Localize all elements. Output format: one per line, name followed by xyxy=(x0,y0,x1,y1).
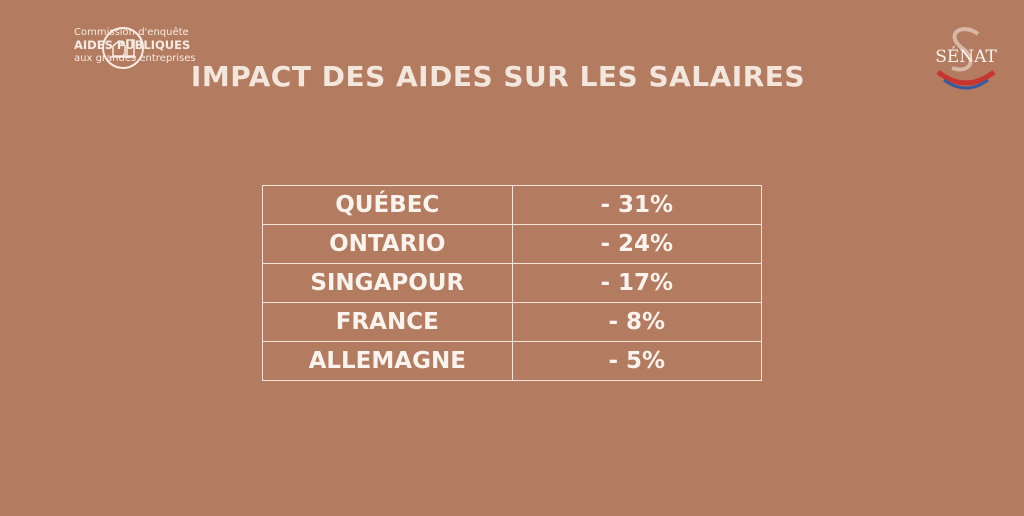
salary-table: QUÉBEC - 31% ONTARIO - 24% SINGAPOUR - 17% FRA… xyxy=(262,185,762,381)
impact-cell: - 31% xyxy=(511,185,762,225)
logo-line: Commission d'enquête xyxy=(74,27,189,38)
commission-logo-icon xyxy=(102,27,144,69)
table-row: SINGAPOUR - 17% xyxy=(262,263,762,303)
logo-line: AIDES PUBLIQUES xyxy=(74,38,191,52)
table-row: FRANCE - 8% xyxy=(262,302,762,342)
table-row: QUÉBEC - 31% xyxy=(262,185,762,225)
impact-cell: - 17% xyxy=(511,263,762,303)
country-cell: ONTARIO xyxy=(262,224,513,264)
table-row: ALLEMAGNE - 5% xyxy=(262,341,762,381)
senate-label: SÉNAT xyxy=(935,46,997,67)
country-cell: QUÉBEC xyxy=(262,185,513,225)
logo-line: aux grandes entreprises xyxy=(74,53,196,64)
senate-logo: SÉNAT xyxy=(935,27,997,90)
impact-cell: - 5% xyxy=(511,341,762,381)
slide-title: IMPACT DES AIDES SUR LES SALAIRES xyxy=(190,60,806,93)
commission-logo-text: Commission d'enquête AIDES PUBLIQUES aux… xyxy=(74,26,196,65)
country-cell: FRANCE xyxy=(262,302,513,342)
impact-cell: - 24% xyxy=(511,224,762,264)
country-cell: ALLEMAGNE xyxy=(262,341,513,381)
table-row: ONTARIO - 24% xyxy=(262,224,762,264)
impact-cell: - 8% xyxy=(511,302,762,342)
country-cell: SINGAPOUR xyxy=(262,263,513,303)
